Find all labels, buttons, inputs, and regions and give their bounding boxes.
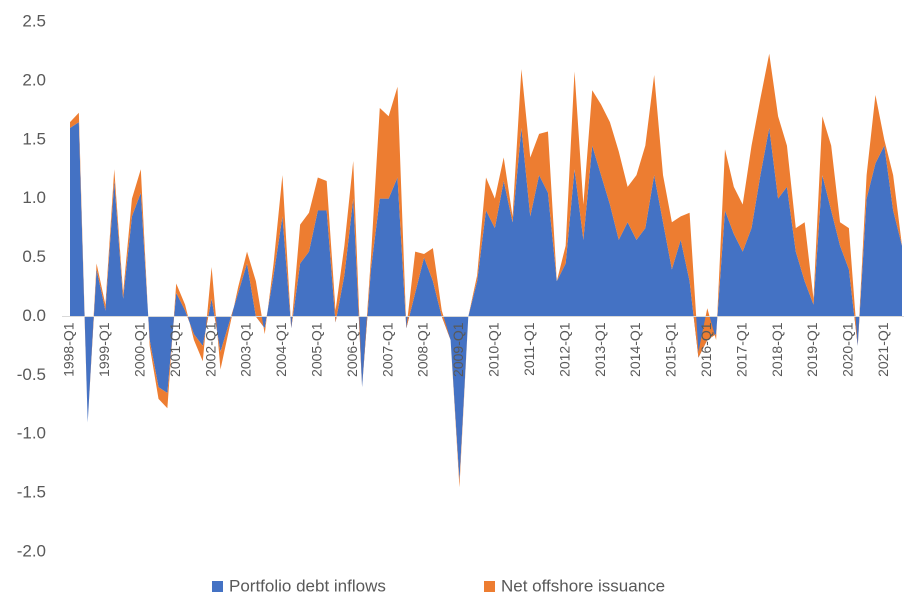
x-tick-label: 2012-Q1 xyxy=(556,322,572,377)
legend-label: Net offshore issuance xyxy=(501,576,665,595)
x-tick-label: 2020-Q1 xyxy=(840,322,856,377)
x-tick-label: 1999-Q1 xyxy=(96,322,112,377)
y-tick-label: 0.0 xyxy=(22,306,46,325)
x-tick-label: 2010-Q1 xyxy=(486,322,502,377)
x-tick-label: 2004-Q1 xyxy=(273,322,289,377)
area xyxy=(70,122,902,482)
x-tick-label: 2018-Q1 xyxy=(769,322,785,377)
y-tick-label: -1.5 xyxy=(17,483,46,502)
x-tick-label: 2015-Q1 xyxy=(663,322,679,377)
x-tick-label: 2011-Q1 xyxy=(521,322,537,376)
y-tick-label: 2.5 xyxy=(22,11,46,30)
y-tick-label: 1.5 xyxy=(22,129,46,148)
legend-swatch xyxy=(212,581,223,592)
x-tick-label: 2017-Q1 xyxy=(733,322,749,377)
x-tick-label: 2013-Q1 xyxy=(592,322,608,377)
y-tick-label: -1.0 xyxy=(17,424,46,443)
x-tick-label: 2014-Q1 xyxy=(627,322,643,377)
y-tick-label: 1.0 xyxy=(22,188,46,207)
x-tick-label: 2006-Q1 xyxy=(344,322,360,377)
x-tick-label: 2016-Q1 xyxy=(698,322,714,377)
y-tick-label: 0.5 xyxy=(22,247,46,266)
y-tick-label: -0.5 xyxy=(17,365,46,384)
y-tick-label: -2.0 xyxy=(17,541,46,560)
x-tick-label: 2003-Q1 xyxy=(238,322,254,377)
x-tick-label: 1998-Q1 xyxy=(61,322,77,377)
x-tick-label: 2002-Q1 xyxy=(202,322,218,377)
x-tick-label: 2001-Q1 xyxy=(167,322,183,377)
y-tick-label: 2.0 xyxy=(22,70,46,89)
legend-swatch xyxy=(484,581,495,592)
x-tick-label: 2009-Q1 xyxy=(450,322,466,377)
x-tick-label: 2005-Q1 xyxy=(309,322,325,377)
x-tick-label: 2019-Q1 xyxy=(804,322,820,377)
x-tick-label: 2007-Q1 xyxy=(379,322,395,377)
x-tick-label: 2008-Q1 xyxy=(415,322,431,377)
x-tick-label: 2021-Q1 xyxy=(875,322,891,377)
x-tick-label: 2000-Q1 xyxy=(132,322,148,377)
legend-label: Portfolio debt inflows xyxy=(229,576,386,595)
